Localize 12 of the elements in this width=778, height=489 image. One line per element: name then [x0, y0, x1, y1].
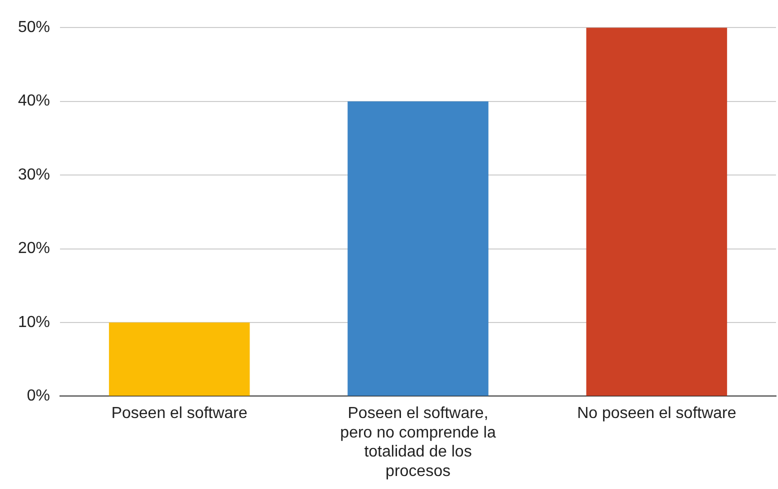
- y-tick-label: 20%: [18, 240, 50, 258]
- x-tick-label: Poseen el software: [111, 405, 248, 422]
- bar: [348, 101, 488, 396]
- y-tick-label: 30%: [18, 166, 50, 184]
- y-tick-label: 10%: [18, 314, 50, 331]
- y-tick-label: 0%: [26, 388, 50, 405]
- bar: [586, 28, 728, 396]
- x-tick-label: Poseen el software, pero no comprende la totalidad de los procesos: [340, 405, 496, 480]
- bar: [108, 322, 250, 396]
- y-tick-label: 40%: [18, 92, 50, 110]
- y-tick-label: 50%: [18, 19, 50, 36]
- x-tick-label: No poseen el software: [577, 405, 736, 422]
